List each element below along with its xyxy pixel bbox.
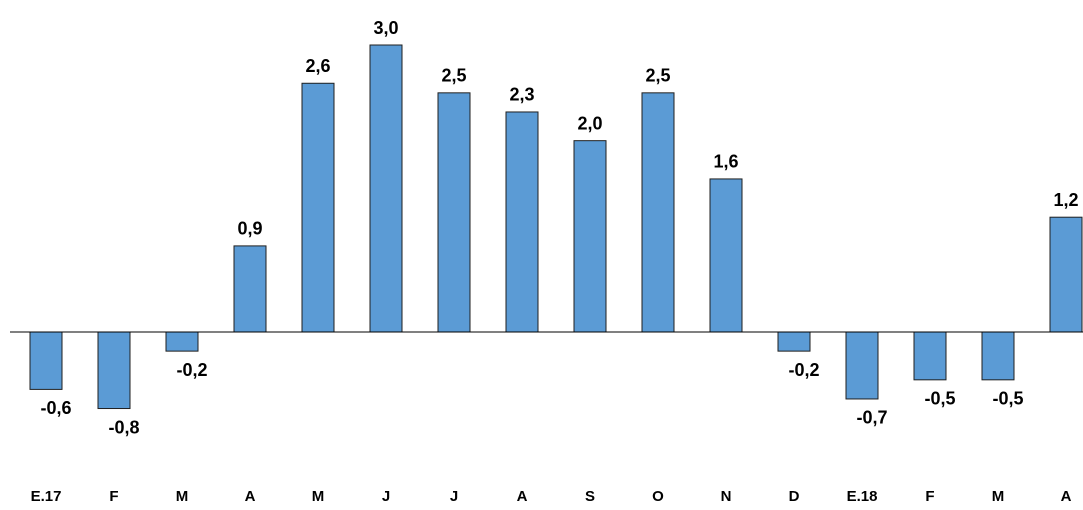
bar: [165, 331, 199, 352]
bar: [641, 92, 675, 333]
value-label: -0,6: [40, 398, 71, 418]
bar: [913, 331, 947, 381]
x-tick-label: J: [382, 488, 390, 505]
value-label: -0,2: [788, 360, 819, 380]
value-label: -0,5: [992, 389, 1023, 409]
bar: [573, 140, 607, 333]
bar: [233, 245, 267, 333]
value-label: 2,3: [509, 85, 534, 105]
x-tick-label: O: [652, 488, 664, 505]
x-tick-label: M: [176, 488, 189, 505]
x-tick-label: A: [517, 488, 528, 505]
bar: [709, 178, 743, 333]
bar: [29, 331, 63, 390]
x-tick-label: F: [109, 488, 118, 505]
x-tick-label: M: [312, 488, 325, 505]
x-tick-label: E.17: [31, 488, 62, 505]
bar: [777, 331, 811, 352]
value-label: 3,0: [373, 18, 398, 38]
x-tick-label: A: [245, 488, 256, 505]
value-label: -0,7: [856, 408, 887, 428]
value-label: 2,0: [577, 113, 602, 133]
value-label: 2,5: [441, 66, 466, 86]
bar: [505, 111, 539, 333]
value-label: -0,2: [176, 360, 207, 380]
value-label: 2,6: [305, 56, 330, 76]
x-tick-label: D: [789, 488, 800, 505]
x-tick-label: J: [450, 488, 458, 505]
bar: [301, 82, 335, 333]
x-tick-label: S: [585, 488, 595, 505]
value-label: -0,8: [108, 417, 139, 437]
x-tick-label: N: [721, 488, 732, 505]
value-label: 0,9: [237, 219, 262, 239]
bar: [1049, 216, 1083, 333]
value-label: -0,5: [924, 389, 955, 409]
bar: [981, 331, 1015, 381]
value-label: 1,2: [1053, 190, 1078, 210]
x-tick-label: E.18: [847, 488, 878, 505]
value-label: 2,5: [645, 66, 670, 86]
bar: [97, 331, 131, 410]
x-tick-label: F: [925, 488, 934, 505]
bar: [437, 92, 471, 333]
bar: [845, 331, 879, 400]
x-tick-label: M: [992, 488, 1005, 505]
x-tick-label: A: [1061, 488, 1072, 505]
value-label: 1,6: [713, 152, 738, 172]
bar: [369, 44, 403, 333]
